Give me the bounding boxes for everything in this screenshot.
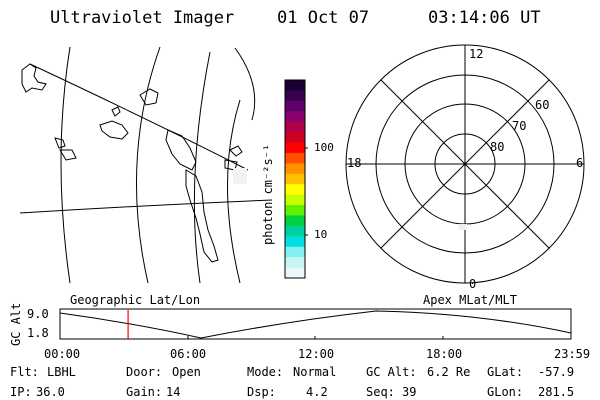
colorbar-band — [285, 225, 305, 237]
orbit-xtick-3: 18:00 — [426, 347, 463, 361]
grid-line — [20, 199, 273, 214]
colorbar-band — [285, 111, 305, 123]
orbit-xtick-2: 12:00 — [298, 347, 335, 361]
colorbar-band — [285, 184, 305, 196]
status-glat-key: GLat: — [487, 365, 524, 379]
coastline — [54, 137, 66, 149]
orbit-xtick-1: 06:00 — [170, 347, 207, 361]
lat-label-70: 70 — [512, 119, 527, 133]
status-seq-value: 39 — [402, 385, 417, 399]
colorbar-band — [285, 257, 305, 269]
coastline — [185, 169, 219, 263]
status-mode-value: Normal — [293, 365, 337, 379]
status-door-key: Door: — [126, 365, 163, 379]
coastline — [21, 63, 47, 93]
orbit-xtick-0: 00:00 — [44, 347, 81, 361]
grid-line — [227, 99, 241, 284]
grid-line — [60, 46, 71, 284]
colorbar-band — [285, 194, 305, 206]
colorbar-band — [285, 132, 305, 144]
mlt-label-18: 18 — [347, 156, 362, 170]
colorbar-band — [285, 152, 305, 164]
coastline — [139, 88, 159, 106]
mlt-label-12: 12 — [469, 47, 484, 61]
altitude-curve — [59, 310, 572, 339]
colorbar-band — [285, 236, 305, 248]
colorbar — [284, 79, 308, 279]
status-gcalt-value: 6.2 Re — [427, 365, 471, 379]
status-seq-key: Seq: — [366, 385, 395, 399]
status-dsp-value: 4.2 — [306, 385, 328, 399]
coastline — [229, 145, 243, 157]
colorbar-band — [285, 215, 305, 227]
status-ip-key: IP: — [10, 385, 32, 399]
grid-line — [29, 63, 249, 171]
orbit-ytick-high: 9.0 — [27, 307, 49, 321]
colorbar-tick-100: 100 — [314, 141, 334, 154]
status-flt-value: LBHL — [47, 365, 76, 379]
status-glat-value: -57.9 — [538, 365, 575, 379]
colorbar-tick-10: 10 — [314, 228, 328, 241]
orbit-axis-label: GC Alt — [9, 302, 23, 346]
geographic-map — [20, 46, 273, 284]
coastline — [111, 106, 121, 117]
lat-label-60: 60 — [535, 98, 550, 112]
colorbar-band — [285, 246, 305, 258]
colorbar-band — [285, 173, 305, 185]
status-glon-value: 281.5 — [538, 385, 575, 399]
status-ip-value: 36.0 — [36, 385, 65, 399]
status-glon-key: GLon: — [487, 385, 524, 399]
status-gain-value: 14 — [166, 385, 181, 399]
polar-axis — [380, 79, 550, 249]
status-mode-key: Mode: — [247, 365, 284, 379]
polar-plot — [345, 44, 585, 284]
time-label: 03:14:06 UT — [428, 8, 541, 28]
colorbar-band — [285, 205, 305, 216]
grid-line — [234, 47, 256, 121]
grid-line — [136, 46, 161, 284]
status-flt-key: Flt: — [10, 365, 39, 379]
geographic-panel-label: Geographic Lat/Lon — [70, 293, 201, 307]
status-gain-key: Gain: — [126, 385, 163, 399]
polar-panel-label: Apex MLat/MLT — [423, 293, 517, 307]
colorbar-band — [285, 267, 305, 279]
status-door-value: Open — [172, 365, 201, 379]
colorbar-band — [285, 163, 305, 175]
grid-line — [193, 51, 211, 284]
orbit-xtick-4: 23:59 — [554, 347, 591, 361]
coastline — [59, 149, 77, 161]
lat-label-80: 80 — [490, 140, 505, 154]
status-dsp-key: Dsp: — [247, 385, 276, 399]
colorbar-unit-label: photon cm⁻²s⁻¹ — [261, 143, 275, 245]
colorbar-band — [285, 100, 305, 112]
orbit-altitude-plot — [59, 308, 572, 340]
date-label: 01 Oct 07 — [277, 8, 370, 28]
colorbar-band — [285, 121, 305, 133]
mlt-label-6: 6 — [576, 156, 584, 170]
mlt-label-0: 0 — [469, 277, 477, 291]
status-gcalt-key: GC Alt: — [366, 365, 417, 379]
instrument-title: Ultraviolet Imager — [50, 8, 235, 28]
coastline — [165, 129, 197, 171]
colorbar-band — [285, 90, 305, 102]
colorbar-band — [285, 80, 305, 91]
coastline — [99, 120, 129, 140]
colorbar-band — [285, 142, 305, 154]
orbit-ytick-low: 1.8 — [27, 326, 49, 340]
